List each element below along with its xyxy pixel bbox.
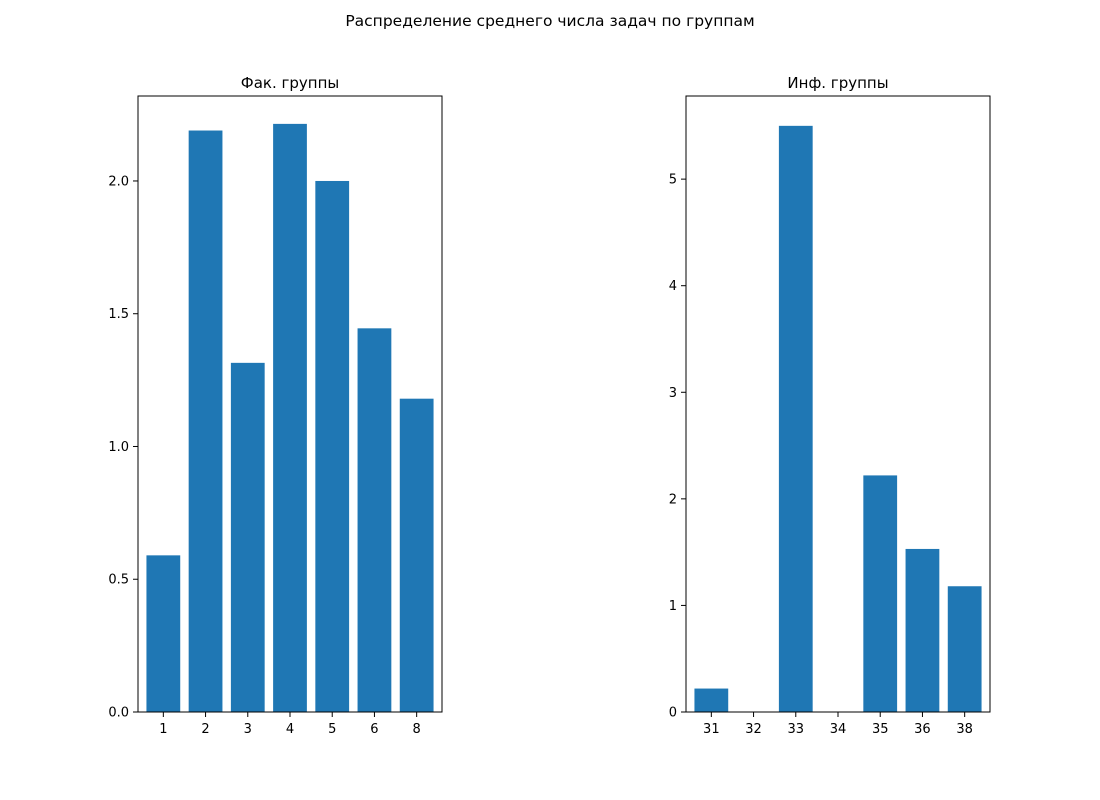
x-tick-label: 1: [159, 722, 167, 737]
y-tick-label: 0.0: [108, 706, 129, 721]
bar-1: [146, 555, 181, 712]
bar-5: [315, 180, 350, 712]
figure-suptitle: Распределение среднего числа задач по гр…: [345, 12, 755, 30]
x-tick-label: 3: [244, 722, 252, 737]
bar-31: [694, 688, 729, 712]
chart-title: Фак. группы: [241, 74, 339, 92]
y-tick-label: 1.0: [108, 440, 129, 455]
x-tick-label: 4: [286, 722, 294, 737]
y-tick-label: 4: [669, 279, 677, 294]
y-tick-label: 2.0: [108, 174, 129, 189]
y-tick-label: 3: [669, 386, 677, 401]
chart-title: Инф. группы: [787, 74, 888, 92]
bar-33: [778, 125, 813, 713]
x-tick-label: 33: [788, 722, 805, 737]
bar-36: [905, 548, 940, 712]
axes-frame: [685, 95, 991, 713]
bar-6: [357, 328, 392, 712]
y-tick-label: 0.5: [108, 573, 129, 588]
x-tick-label: 34: [830, 722, 847, 737]
bar-35: [863, 475, 898, 712]
x-tick-label: 31: [703, 722, 720, 737]
x-tick-label: 32: [745, 722, 762, 737]
x-tick-label: 6: [370, 722, 378, 737]
y-tick-label: 5: [669, 173, 677, 188]
y-tick-label: 1.5: [108, 307, 129, 322]
x-tick-label: 38: [956, 722, 973, 737]
bar-38: [947, 586, 982, 712]
bar-2: [188, 130, 223, 713]
bar-3: [230, 362, 265, 712]
bar-4: [273, 123, 307, 712]
y-tick-label: 1: [669, 599, 677, 614]
chart-1: Фак. группы 1 2 3 4 5 6 8 0.0 0.5 1.0 1.5 2.0: [108, 74, 443, 737]
y-tick-label: 0: [669, 706, 677, 721]
x-tick-label: 35: [872, 722, 889, 737]
x-tick-label: 5: [328, 722, 336, 737]
x-tick-label: 8: [413, 722, 421, 737]
x-tick-label: 36: [914, 722, 931, 737]
y-tick-label: 2: [669, 492, 677, 507]
x-tick-label: 2: [201, 722, 209, 737]
bar-8: [399, 398, 434, 712]
